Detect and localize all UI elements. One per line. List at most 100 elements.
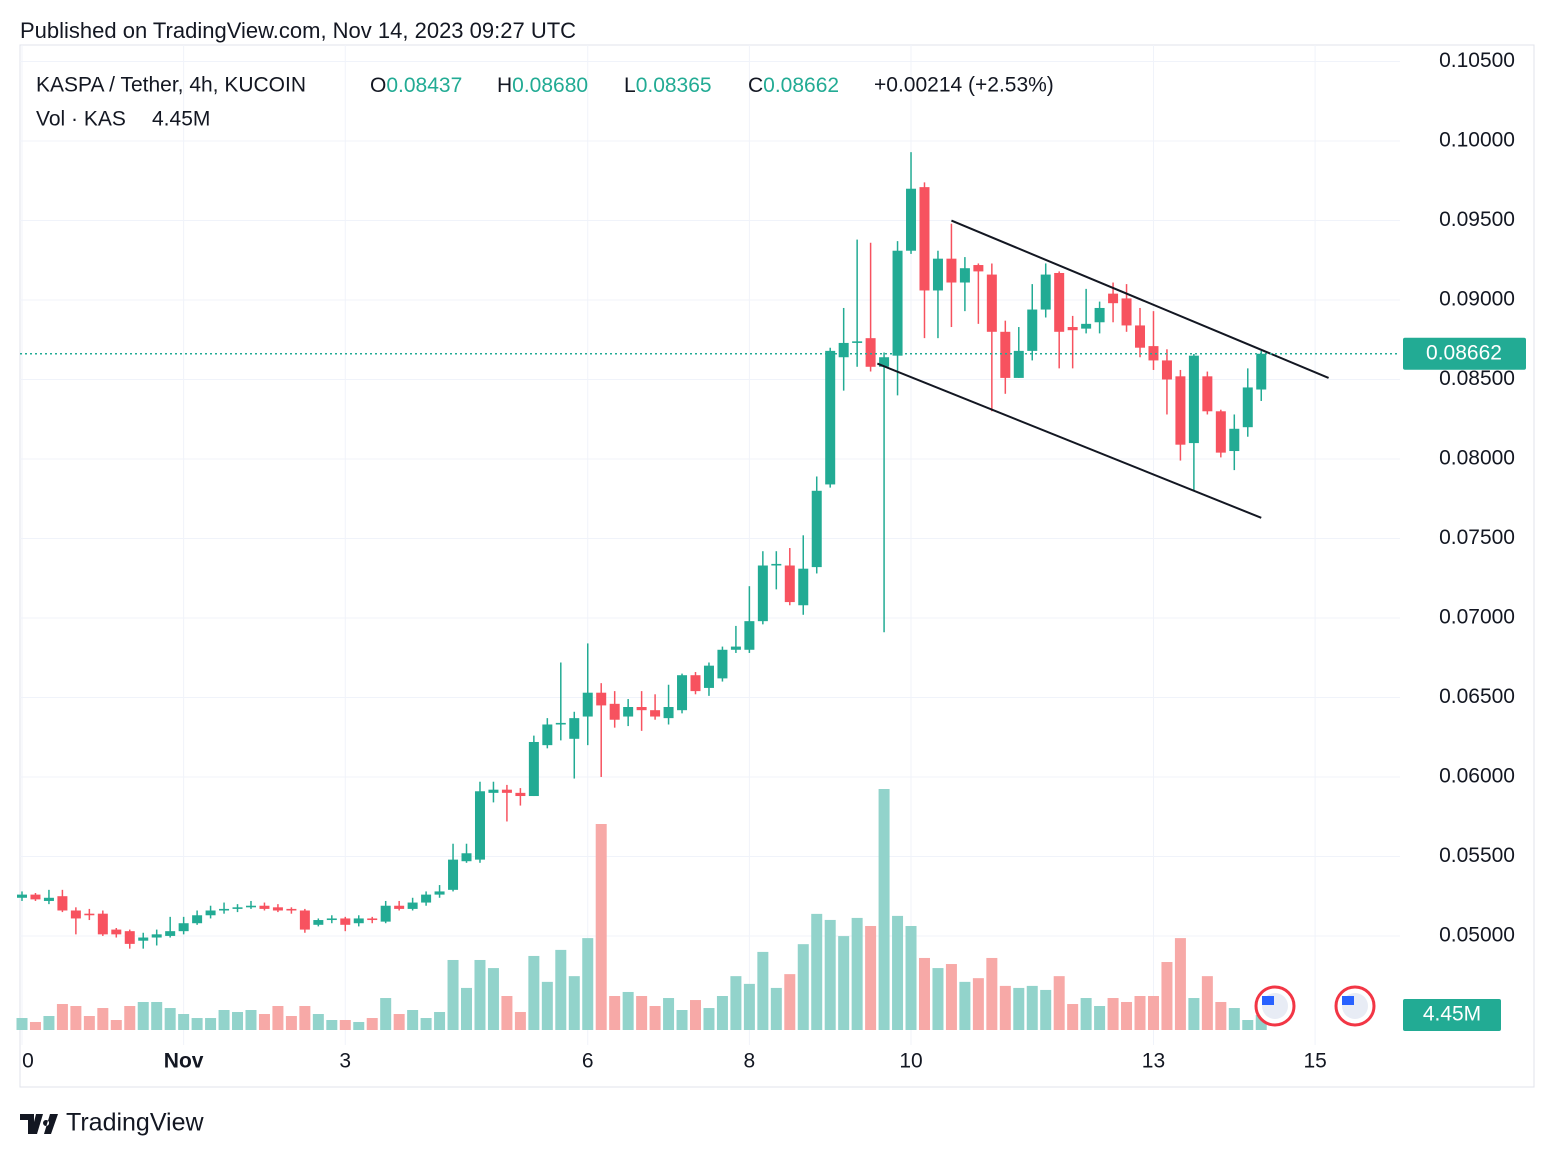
candle-body	[178, 923, 189, 932]
candle-body	[906, 188, 917, 251]
volume-bar	[137, 1001, 149, 1030]
y-tick-label: 0.07000	[1439, 606, 1515, 629]
brand-logo	[20, 1114, 58, 1134]
volume-bar	[649, 1006, 661, 1030]
volume-bar	[972, 978, 984, 1030]
y-tick-label: 0.10000	[1439, 129, 1515, 152]
candle-body	[771, 563, 782, 566]
candle-body	[299, 910, 310, 930]
volume-bar	[1228, 1008, 1240, 1030]
candle-body	[946, 258, 957, 283]
candle-body	[474, 791, 485, 860]
candle-body	[1161, 360, 1172, 380]
brand: TradingView	[66, 1109, 205, 1137]
volume-bar	[703, 1008, 715, 1030]
candle-body	[353, 918, 364, 924]
candle-body	[1121, 298, 1132, 326]
candle-body	[30, 894, 41, 900]
candle-body	[205, 910, 216, 916]
volume-bar	[838, 936, 850, 1030]
candle-body	[313, 920, 324, 925]
candle-body	[461, 853, 472, 862]
y-tick-label: 0.08000	[1439, 447, 1515, 470]
candle-body	[555, 722, 566, 725]
candle-body	[811, 490, 822, 568]
candle-body	[919, 187, 930, 291]
candle-body	[1202, 376, 1213, 412]
x-tick-label: 6	[582, 1050, 594, 1073]
volume-bar	[797, 944, 809, 1030]
published: Published on TradingView.com, Nov 14, 20…	[20, 18, 576, 43]
candle-body	[569, 718, 580, 739]
candle-body	[1000, 331, 1011, 378]
candle-body	[326, 918, 337, 921]
candle-body	[986, 274, 997, 332]
volume-bar	[285, 1015, 297, 1030]
volume-bar	[959, 981, 971, 1030]
volume-bar	[730, 976, 742, 1030]
volume-bar	[541, 981, 553, 1030]
volume-bar	[164, 1008, 176, 1030]
volume-bar	[70, 1006, 82, 1030]
volume-bar	[1147, 996, 1159, 1030]
candle-body	[677, 675, 688, 711]
y-tick-label: 0.05500	[1439, 844, 1515, 867]
x-tick-label: Nov	[164, 1050, 204, 1073]
candle-body	[757, 565, 768, 622]
ohlc-legend: O0.08437 H0.08680 L0.08365 C0.08662	[370, 74, 839, 97]
volume-bar	[1094, 1006, 1106, 1030]
volume-bar	[932, 968, 944, 1030]
volume-bar	[663, 998, 675, 1030]
candle-body	[1256, 353, 1267, 390]
volume-bar	[474, 959, 486, 1030]
y-tick-label: 0.05000	[1439, 923, 1515, 946]
y-tick-label: 0.07500	[1439, 526, 1515, 549]
volume-bar	[878, 789, 890, 1030]
overlay-layer: 0.08662 4.45M	[20, 219, 1526, 1032]
flag-icon	[1254, 985, 1376, 1027]
candle-body	[1027, 309, 1038, 351]
candle-body	[892, 250, 903, 356]
volume-bar	[918, 957, 930, 1030]
x-tick-label: 13	[1142, 1050, 1165, 1073]
candle-body	[1215, 411, 1226, 453]
ohlc-key: L	[624, 74, 636, 97]
volume-bar	[1026, 985, 1038, 1030]
volume-bar	[1053, 976, 1065, 1030]
volume-bar	[690, 1000, 701, 1030]
volume-bar	[514, 1011, 526, 1030]
candle-body	[1054, 272, 1065, 332]
candle-body	[932, 258, 943, 291]
volume-bar	[716, 996, 728, 1030]
candle-body	[784, 565, 795, 603]
candle-body	[582, 692, 593, 717]
volume-bar	[393, 1014, 405, 1030]
volume-bar	[218, 1010, 230, 1030]
y-tick-label: 0.09500	[1439, 208, 1515, 231]
volume-bar	[622, 991, 634, 1030]
volume-bar	[1121, 1001, 1133, 1030]
volume-layer	[16, 789, 1267, 1030]
volume-bar	[1107, 998, 1119, 1030]
x-tick-label: 0	[22, 1050, 34, 1073]
volume-bar	[178, 1014, 190, 1030]
candle-body	[165, 931, 176, 936]
candle-body	[1175, 376, 1186, 445]
candle-body	[690, 675, 701, 692]
volume-bar	[609, 996, 621, 1030]
volume-bar	[1242, 1020, 1254, 1030]
ohlc-value: 0.08437	[386, 74, 462, 97]
volume-bar	[232, 1011, 244, 1030]
volume-bar	[420, 1018, 432, 1030]
volume-bar	[83, 1015, 95, 1030]
volume-bar	[851, 917, 863, 1030]
volume-bar	[1255, 1015, 1267, 1030]
candle-body	[245, 905, 256, 908]
candle-body	[744, 621, 755, 650]
volume-bar	[447, 959, 459, 1030]
volume-bar	[407, 1010, 419, 1030]
volume-bar	[770, 987, 782, 1030]
candle-body	[272, 907, 283, 911]
candle-body	[1229, 428, 1240, 452]
